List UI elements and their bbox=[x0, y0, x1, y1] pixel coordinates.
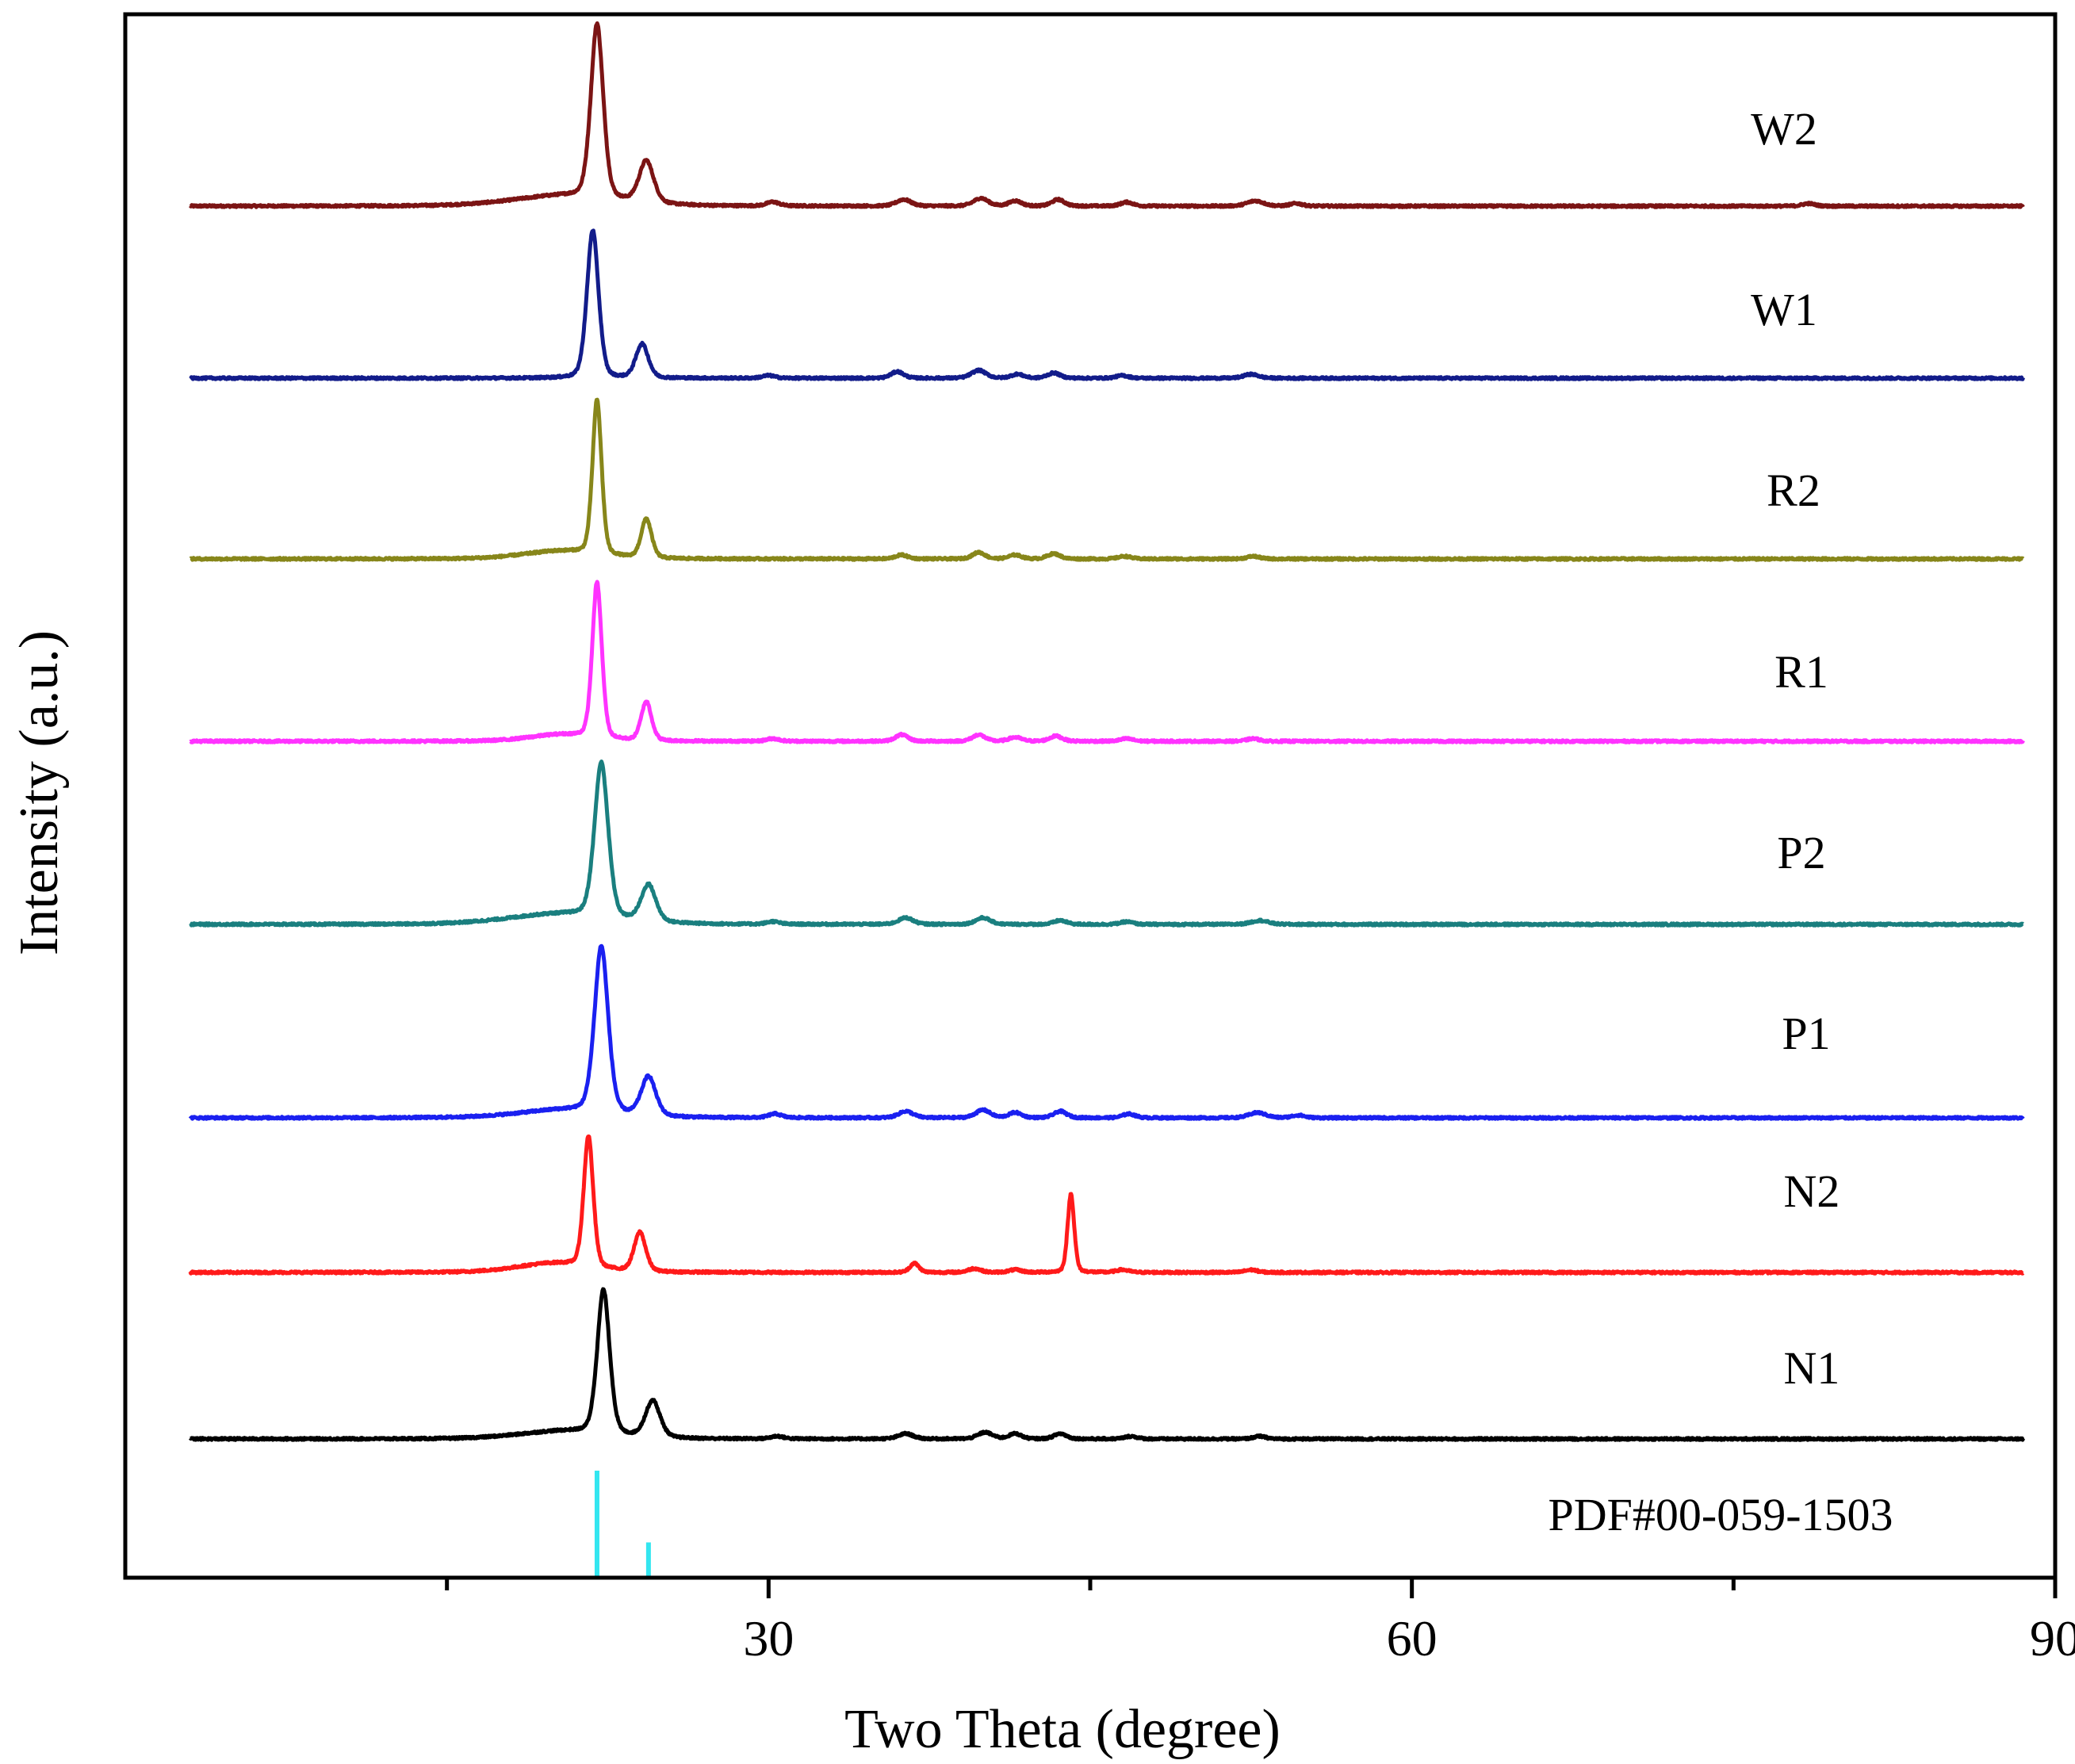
series-line-w1 bbox=[189, 228, 2025, 381]
x-tick-label: 60 bbox=[1387, 1610, 1438, 1666]
reference-label: PDF#00-059-1503 bbox=[1548, 1489, 1893, 1540]
series-line-r1 bbox=[189, 580, 2025, 744]
series-line-n2 bbox=[188, 1134, 2025, 1276]
x-axis-ticks: 30 60 90 bbox=[445, 1578, 2075, 1666]
series-label-p1: P1 bbox=[1782, 1008, 1830, 1059]
series-layer bbox=[188, 21, 2025, 1442]
series-label-w1: W1 bbox=[1751, 284, 1817, 335]
plot-frame bbox=[123, 12, 2058, 1580]
series-line-r2 bbox=[189, 397, 2025, 562]
x-axis-title: Two Theta (degree) bbox=[844, 1699, 1281, 1760]
series-label-r1: R1 bbox=[1774, 646, 1828, 698]
series-label-n2: N2 bbox=[1784, 1165, 1840, 1217]
series-label-n1: N1 bbox=[1784, 1342, 1840, 1394]
reference-pattern bbox=[594, 1471, 651, 1578]
series-line-w2 bbox=[189, 21, 2025, 209]
series-line-n1 bbox=[189, 1287, 2025, 1442]
series-line-p2 bbox=[189, 760, 2025, 928]
series-label-p2: P2 bbox=[1777, 827, 1825, 878]
series-label-w2: W2 bbox=[1751, 103, 1817, 155]
series-line-p1 bbox=[188, 943, 2025, 1121]
x-tick-label: 90 bbox=[2030, 1610, 2075, 1666]
series-labels: W2 W1 R2 R1 P2 P1 N2 N1 PDF#00-059-1503 bbox=[1548, 103, 1893, 1540]
x-tick-label: 30 bbox=[743, 1610, 794, 1666]
y-axis-title: Intensity (a.u.) bbox=[9, 630, 70, 955]
series-label-r2: R2 bbox=[1767, 465, 1820, 516]
